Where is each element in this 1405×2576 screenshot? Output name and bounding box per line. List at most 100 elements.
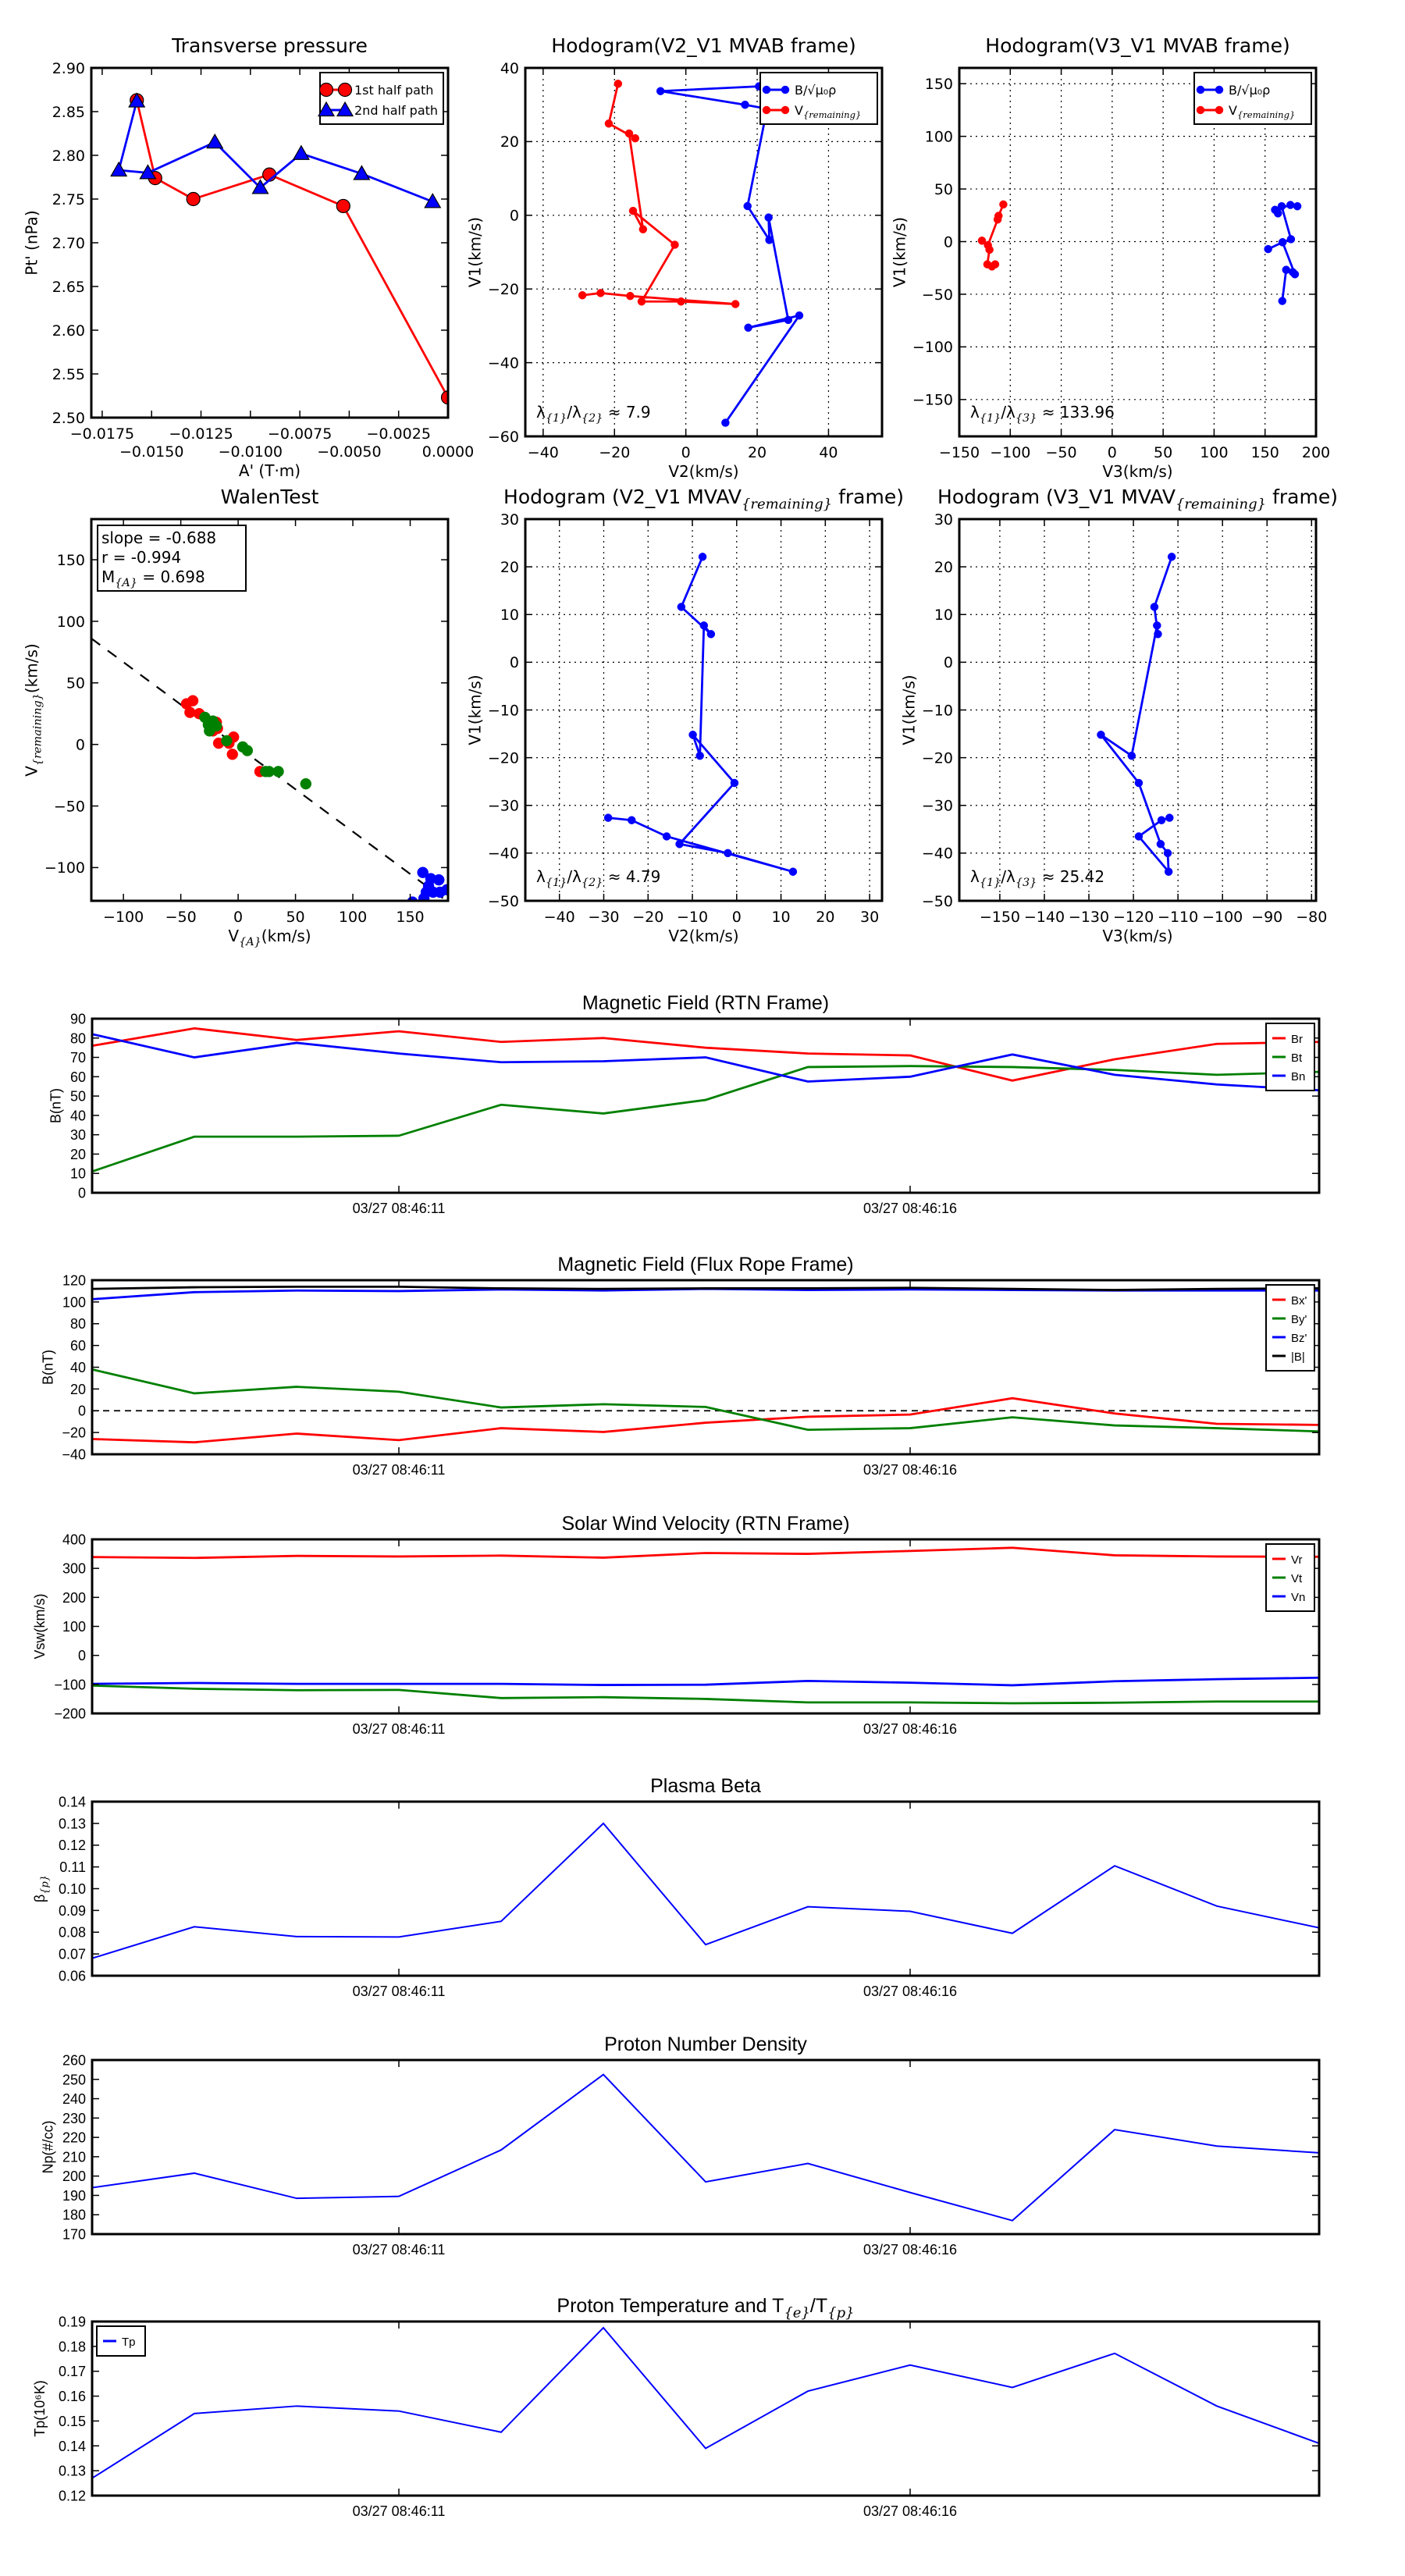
series-line-0 — [92, 2326, 1319, 2479]
data-point — [226, 749, 238, 760]
data-point — [1196, 105, 1205, 115]
x-tick-label: 50 — [286, 909, 304, 926]
y-tick-label: 300 — [62, 1561, 86, 1577]
plot-area — [92, 2326, 1319, 2479]
data-point — [1156, 840, 1165, 849]
data-point — [292, 144, 310, 160]
ratio-annotation: λ{1}/λ{3} ≈ 25.42 — [970, 867, 1104, 889]
y-axis-label: Tp(10⁶K) — [32, 2380, 48, 2436]
data-point — [706, 630, 716, 639]
x-tick-label: −150 — [980, 909, 1020, 926]
data-point — [670, 240, 679, 249]
data-point — [656, 87, 665, 95]
chart-hodogram-v2v1-mvav: −40 −30 −20 −10 0 10 20 30 −50 −40 −30 −20 −10 0 10 20 3… — [466, 486, 904, 945]
y-tick-label: −40 — [488, 845, 519, 863]
legend-label: Vt — [1291, 1572, 1303, 1585]
chart-title: Hodogram(V3_V1 MVAB frame) — [985, 34, 1289, 57]
data-point — [631, 133, 640, 143]
x-tick-label: −150 — [939, 444, 980, 461]
x-tick-label: 03/27 08:46:11 — [353, 1984, 446, 1999]
chart-title: Magnetic Field (RTN Frame) — [582, 992, 829, 1014]
data-point — [1215, 105, 1224, 115]
y-tick-label: −40 — [488, 354, 519, 372]
legend-entry: 1st half path — [318, 82, 433, 98]
data-point — [206, 133, 224, 149]
plot-area — [92, 1285, 1319, 1444]
y-tick-label: 40 — [500, 60, 519, 77]
x-tick-label: −0.0100 — [219, 443, 283, 461]
y-tick-label: 0.09 — [59, 1903, 86, 1919]
data-point — [251, 179, 269, 194]
y-tick-label: −100 — [44, 859, 85, 877]
data-point — [272, 766, 284, 777]
data-point — [638, 225, 648, 233]
legend-label: V{remaining} — [795, 103, 861, 120]
x-tick-label: −130 — [1069, 909, 1109, 926]
data-point — [1097, 731, 1105, 739]
chart-hodogram-v3v1-mvab: −150 −100 −50 0 50 100 150 200 −150 −100 −50 0 50 100… — [890, 34, 1330, 481]
y-tick-label: 0 — [510, 654, 519, 671]
y-tick-label: −40 — [922, 845, 953, 863]
y-tick-label: −10 — [488, 702, 519, 719]
x-tick-label: 03/27 08:46:11 — [353, 2503, 446, 2519]
data-point — [743, 201, 752, 211]
x-tick-label: −110 — [1158, 909, 1198, 926]
y-axis-label: Vsw(km/s) — [32, 1594, 48, 1660]
legend-entry: B/√μ₀ρ — [762, 83, 836, 98]
y-tick-label: 80 — [70, 1030, 86, 1046]
legend-label: B/√μ₀ρ — [795, 83, 836, 98]
data-point — [1150, 603, 1159, 611]
legend-label: Vn — [1291, 1591, 1305, 1604]
x-tick-label: 03/27 08:46:16 — [863, 1462, 957, 1478]
data-point — [695, 751, 704, 760]
y-tick-label: 20 — [500, 559, 519, 576]
x-tick-label: 03/27 08:46:16 — [863, 1984, 957, 1999]
data-point — [1293, 201, 1302, 211]
legend-entry: 2nd half path — [317, 101, 438, 118]
y-tick-label: 2.80 — [52, 148, 85, 165]
legend-entry: Br — [1272, 1033, 1303, 1046]
chart-title: Hodogram (V3_V1 MVAV{remaining} frame) — [937, 486, 1338, 512]
data-point — [424, 193, 442, 208]
data-point — [1153, 621, 1161, 630]
data-point — [318, 82, 334, 98]
data-point — [762, 105, 771, 115]
data-point — [187, 695, 199, 706]
y-tick-label: 20 — [70, 1382, 86, 1397]
legend-entry: |B| — [1272, 1350, 1305, 1364]
series-line-1 — [92, 1065, 1319, 1173]
x-tick-label: 0.0000 — [422, 443, 474, 461]
data-point — [675, 840, 684, 849]
fit-line — [91, 638, 448, 901]
x-tick-label: −50 — [1046, 444, 1077, 461]
y-tick-label: 0.17 — [59, 2364, 86, 2379]
legend-label: Tp — [122, 2336, 136, 2349]
data-point — [186, 191, 201, 207]
y-tick-label: 0.06 — [59, 1968, 86, 1984]
y-tick-label: −30 — [922, 798, 953, 815]
x-tick-label: −90 — [1251, 909, 1282, 926]
chart-title: Proton Temperature and T{e}/T{p} — [557, 2295, 854, 2321]
data-point — [1163, 849, 1172, 858]
y-tick-label: 2.85 — [52, 104, 85, 121]
x-tick-label: 30 — [860, 909, 879, 926]
legend-entry: Vr — [1272, 1553, 1302, 1567]
data-point — [353, 165, 371, 180]
x-axis-label: V{A}(km/s) — [228, 927, 311, 948]
y-tick-label: 40 — [70, 1108, 86, 1123]
data-point — [241, 745, 254, 756]
y-tick-label: 0 — [944, 233, 953, 251]
y-tick-label: 0.12 — [59, 1838, 86, 1853]
chart-magnetic-field-flux-rope: 03/27 08:46:11 03/27 08:46:16 −40 −20 0 20 40 6… — [40, 1254, 1321, 1478]
data-point — [300, 777, 312, 790]
chart-title: Hodogram (V2_V1 MVAV{remaining} frame) — [503, 486, 904, 512]
y-axis-label: V1(km/s) — [900, 674, 919, 745]
x-tick-label: 0 — [681, 444, 691, 461]
y-tick-label: 10 — [934, 607, 953, 624]
data-point — [781, 105, 790, 115]
legend-entry: V{remaining} — [762, 103, 861, 120]
y-tick-label: 0.07 — [59, 1947, 86, 1962]
data-point — [1286, 235, 1296, 244]
series-line-0 — [660, 85, 802, 424]
legend-label: Bx' — [1291, 1294, 1307, 1308]
